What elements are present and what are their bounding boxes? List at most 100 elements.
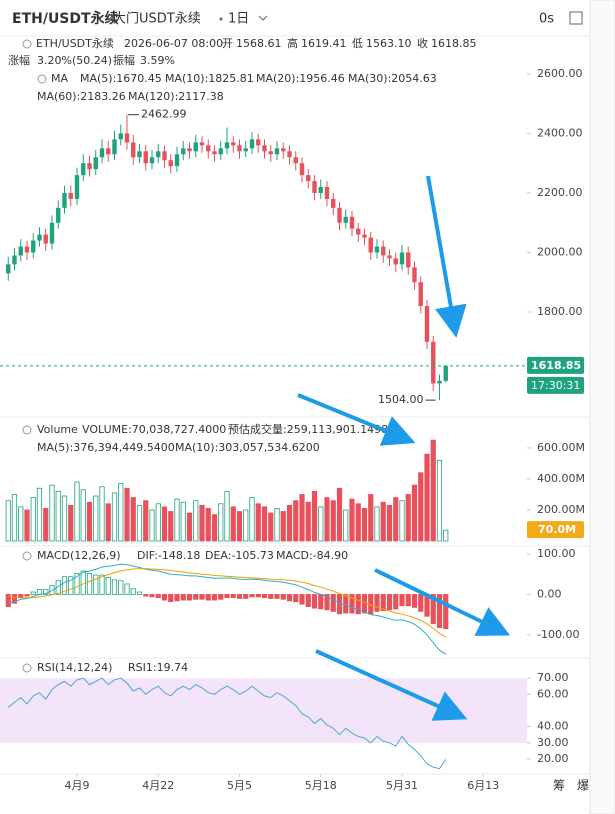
volume-bar [168, 511, 174, 542]
eye-icon[interactable] [22, 39, 32, 49]
bell-icon[interactable] [22, 663, 32, 673]
extreme-label: 2462.99 [141, 108, 187, 121]
macd-bar [218, 594, 224, 600]
candle-body [293, 157, 298, 164]
footer-tool: 爆 [577, 779, 589, 793]
candle-body [424, 306, 430, 342]
volume-bar [93, 495, 99, 542]
dif-line [8, 563, 447, 655]
y-tick-label: 60.00 [537, 687, 569, 700]
volume-bar [186, 512, 193, 542]
candle-body [312, 181, 317, 193]
macd-bar [380, 594, 386, 611]
volume-bar [211, 514, 218, 542]
volume-bar [436, 459, 443, 542]
volume-bar [336, 487, 343, 542]
volume-bar [361, 508, 368, 542]
macd-bar [268, 594, 274, 599]
ohlc-value: 1618.85 [431, 37, 477, 50]
dot [219, 17, 223, 21]
last-price-box [527, 356, 584, 374]
macd-bar [261, 594, 268, 599]
macd-bar [155, 594, 161, 599]
volume-bar [205, 508, 211, 542]
macd-bar [393, 594, 399, 610]
candle-body [174, 154, 180, 167]
macd-bar [343, 594, 349, 614]
macd-bar [399, 594, 405, 607]
rsi-legend: RSI1:19.74 [128, 661, 188, 674]
volume-bar [74, 481, 80, 542]
last-price-label: 1618.85 [531, 359, 581, 372]
candle-body [362, 234, 367, 238]
settings-icon[interactable] [569, 11, 583, 25]
macd-bar [274, 594, 280, 599]
macd-bar [130, 588, 136, 595]
candle-body [399, 252, 405, 265]
candle-body [124, 133, 130, 143]
candle-body [43, 234, 48, 244]
candle-body [443, 365, 448, 381]
candle-body [37, 234, 42, 241]
bell-icon[interactable] [37, 74, 47, 84]
ma-legend: MA(10):1825.81 [165, 72, 254, 85]
dea-line [8, 568, 447, 638]
bell-icon[interactable] [22, 425, 32, 435]
market-name: 大门USDT永续 [113, 12, 201, 27]
macd-bar [443, 594, 449, 630]
macd-bar [186, 594, 193, 601]
candle-body [206, 145, 211, 152]
macd-bar [136, 591, 143, 595]
volume-bar [124, 487, 130, 542]
candle-body [412, 267, 417, 283]
bell-icon[interactable] [22, 551, 32, 561]
volume-bar [405, 494, 411, 542]
volume-bar [224, 490, 230, 542]
candle-body [143, 151, 148, 164]
candle-body [87, 163, 92, 170]
macd-bar [411, 594, 418, 608]
volume-bar [161, 506, 168, 542]
symbol-title[interactable]: ETH/USDT永续 [12, 10, 119, 27]
ohlc-label: 高 [287, 36, 298, 50]
x-tick-label: 4月9 [65, 779, 90, 792]
candle-body [106, 148, 111, 155]
candle-body [18, 246, 23, 256]
y-tick-label: 2600.00 [537, 67, 583, 80]
volume-bar [80, 489, 86, 542]
volume-bar [149, 509, 155, 542]
macd-bar [143, 594, 149, 597]
macd-bar [74, 573, 80, 595]
volume-bar [111, 492, 118, 542]
macd-bar [111, 579, 118, 595]
macd-bar [30, 591, 36, 595]
candle-body [287, 151, 292, 158]
rsi-line [7, 677, 447, 770]
ma-legend: MA(60):2183.26 [37, 90, 126, 103]
chevron[interactable] [258, 15, 268, 21]
candle-body [249, 139, 255, 149]
macd-bar [386, 594, 393, 611]
interval[interactable]: 1日 [228, 12, 249, 27]
macd-bar [243, 594, 249, 599]
candle-body [393, 258, 398, 265]
macd-bar [305, 594, 311, 607]
macd-bar [174, 594, 180, 602]
change-label: 涨幅 [8, 54, 30, 67]
panel-title: RSI(14,12,24) [37, 661, 112, 674]
macd-bar [230, 594, 236, 599]
macd-bar [280, 594, 286, 600]
candle-body [81, 163, 86, 176]
volume-bar [18, 506, 24, 542]
candle-body [281, 148, 286, 152]
volume-bar [286, 504, 293, 542]
volume-bar [280, 511, 286, 542]
volume-bar [293, 500, 299, 542]
y-tick-label: 2400.00 [537, 126, 583, 139]
candle-body [381, 246, 386, 256]
macd-bar [168, 594, 174, 603]
volume-bar [24, 509, 30, 542]
volume-bar [86, 501, 93, 542]
volume-bar [68, 504, 74, 542]
